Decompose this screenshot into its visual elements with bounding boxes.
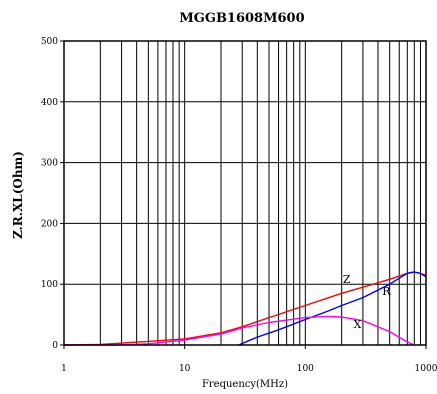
x-tick-label: 10 <box>179 364 191 374</box>
annotation-z: Z <box>343 273 351 286</box>
x-tick-labels: 1 10 100 1000 <box>61 345 437 374</box>
x-tick-label: 100 <box>297 364 314 374</box>
series-line-r <box>238 271 427 346</box>
x-axis-label: Frequency(MHz) <box>202 379 288 390</box>
series-line-x <box>64 315 415 346</box>
y-tick-label: 500 <box>41 37 58 47</box>
series-annotations: Z R X <box>343 273 391 331</box>
y-tick-labels: 0 100 200 300 400 500 <box>41 37 64 351</box>
series-lines <box>63 271 427 346</box>
y-tick-label: 100 <box>41 280 58 290</box>
x-tick-label: 1 <box>61 364 67 374</box>
y-tick-label: 300 <box>41 159 58 169</box>
annotation-x: X <box>353 318 361 331</box>
plot-frame <box>63 40 427 346</box>
y-tick-label: 400 <box>41 98 58 108</box>
grid-lines <box>64 41 426 345</box>
chart-title: MGGB1608M600 <box>179 11 304 26</box>
y-tick-label: 0 <box>52 341 58 351</box>
x-tick-label: 1000 <box>415 364 437 374</box>
y-tick-label: 200 <box>41 219 58 229</box>
annotation-r: R <box>382 285 391 298</box>
series-line-z <box>63 271 427 346</box>
y-axis-label: Z.R.XL(Ohm) <box>11 151 25 239</box>
